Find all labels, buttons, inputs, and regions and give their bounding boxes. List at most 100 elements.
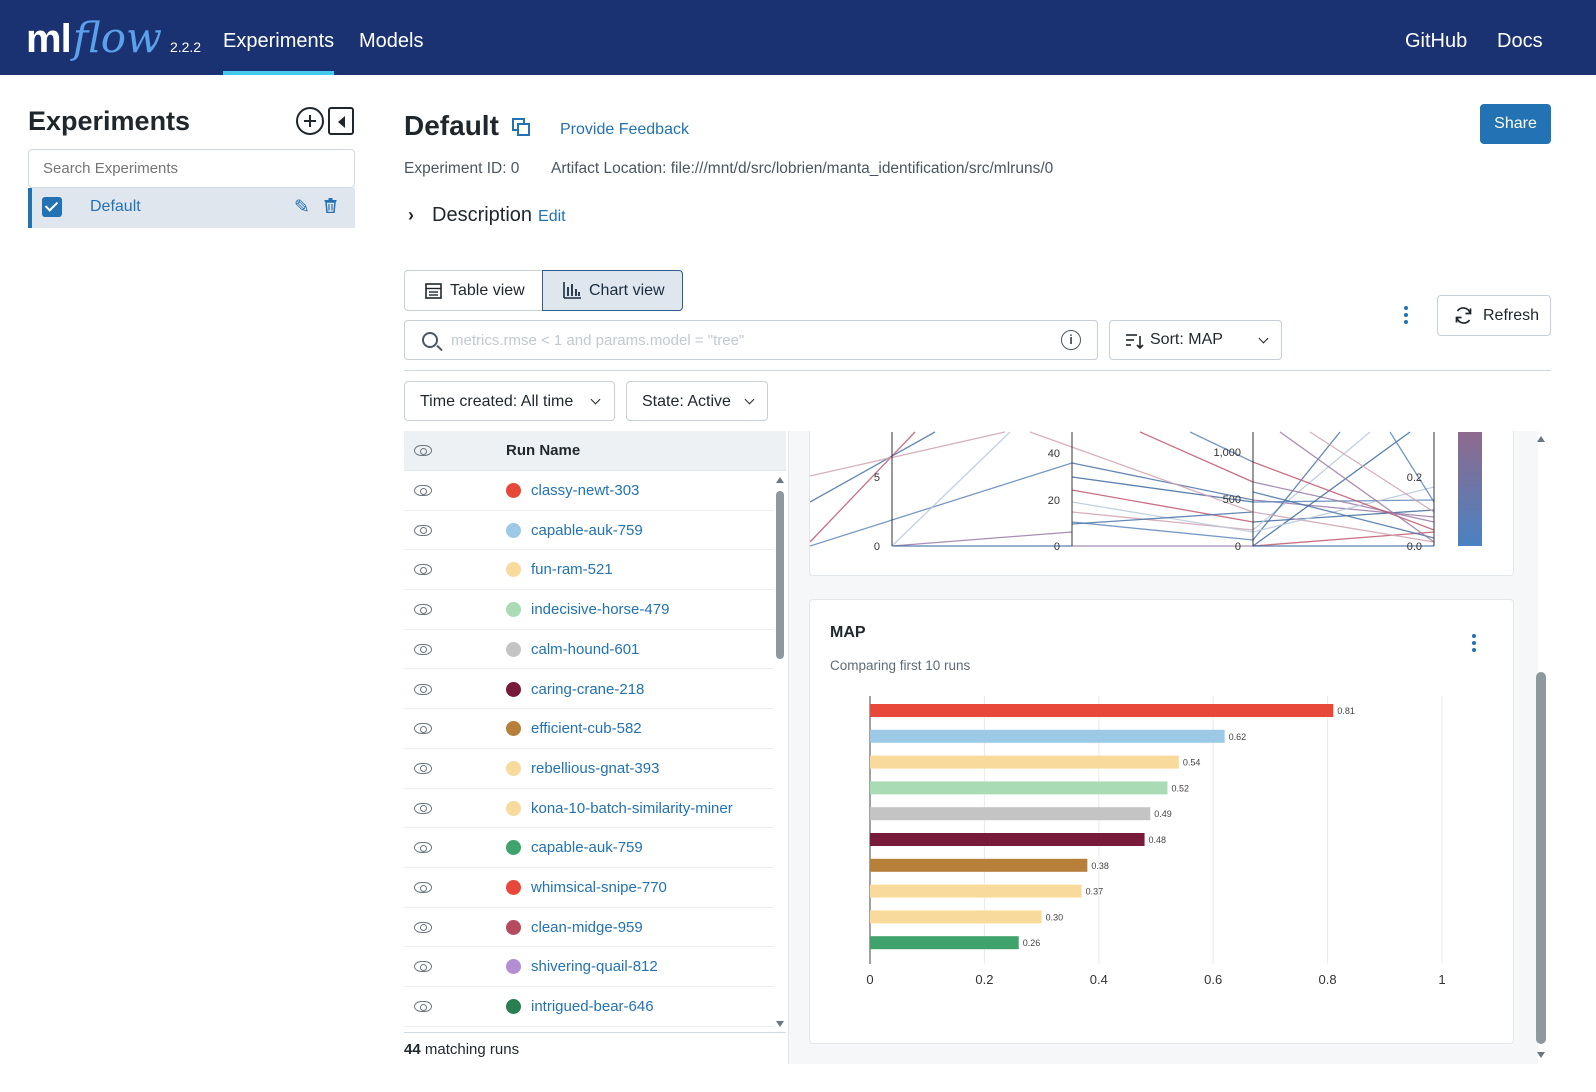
tab-chart-view[interactable]: Chart view	[542, 270, 683, 311]
bar[interactable]	[870, 729, 1225, 743]
run-search-placeholder[interactable]: metrics.rmse < 1 and params.model = "tre…	[451, 332, 745, 349]
run-row[interactable]: shivering-quail-812	[404, 947, 774, 988]
eye-icon[interactable]	[414, 524, 432, 536]
refresh-label: Refresh	[1483, 306, 1540, 324]
bar[interactable]	[870, 858, 1088, 872]
eye-icon[interactable]	[414, 485, 432, 496]
bar[interactable]	[870, 781, 1168, 795]
run-row[interactable]: capable-auk-759	[404, 828, 774, 868]
run-row[interactable]: fun-ram-521	[404, 550, 774, 591]
eye-icon[interactable]	[414, 882, 432, 893]
eye-icon[interactable]	[414, 604, 432, 616]
bar[interactable]	[870, 704, 1334, 717]
nav-models[interactable]: Models	[359, 30, 424, 52]
scroll-down-icon[interactable]	[1537, 1052, 1545, 1058]
eye-icon[interactable]	[414, 921, 432, 933]
bar[interactable]	[870, 755, 1179, 769]
eye-icon[interactable]	[414, 683, 432, 695]
chevron-right-icon[interactable]: ›	[408, 205, 414, 225]
chart-options-icon[interactable]	[1472, 634, 1477, 655]
eye-icon[interactable]	[414, 1001, 432, 1013]
run-search-box[interactable]: metrics.rmse < 1 and params.model = "tre…	[404, 320, 1098, 360]
run-color-dot	[506, 800, 521, 816]
eye-icon[interactable]	[414, 445, 432, 456]
nav-experiments[interactable]: Experiments	[223, 0, 335, 75]
run-name-link[interactable]: clean-midge-959	[531, 918, 643, 936]
parallel-coordinates-chart: 5 0 40 20 0 1,000 500 0 0.2 0.0	[809, 431, 1482, 553]
runs-scrollbar[interactable]	[775, 473, 785, 1033]
run-name-link[interactable]: capable-auk-759	[531, 839, 643, 857]
run-name-link[interactable]: whimsical-snipe-770	[531, 879, 667, 896]
sidebar-item-label[interactable]: Default	[90, 198, 141, 215]
scroll-up-icon[interactable]	[1537, 436, 1545, 442]
description-row[interactable]: › Description Edit	[408, 204, 566, 227]
experiment-checkbox[interactable]	[42, 197, 62, 217]
time-created-filter[interactable]: Time created: All time	[404, 381, 615, 421]
info-icon[interactable]: i	[1061, 330, 1081, 350]
provide-feedback-link[interactable]: Provide Feedback	[560, 121, 689, 138]
run-row[interactable]: kona-10-batch-similarity-miner	[404, 789, 774, 829]
nav-docs[interactable]: Docs	[1497, 30, 1543, 52]
eye-icon[interactable]	[414, 842, 432, 854]
color-scale-bar	[1458, 432, 1482, 546]
sort-dropdown[interactable]: Sort: MAP	[1109, 320, 1282, 360]
run-row[interactable]: whimsical-snipe-770	[404, 868, 774, 908]
run-name-link[interactable]: capable-auk-759	[531, 521, 643, 539]
run-name-link[interactable]: fun-ram-521	[531, 561, 613, 579]
axis-tick-label: 5	[874, 472, 880, 484]
share-button[interactable]: Share	[1480, 104, 1551, 144]
parallel-line	[1071, 511, 1254, 525]
bar[interactable]	[870, 910, 1042, 924]
edit-description-link[interactable]: Edit	[538, 208, 566, 225]
charts-scrollbar[interactable]	[1535, 432, 1547, 1062]
eye-icon[interactable]	[414, 762, 432, 774]
run-name-link[interactable]: caring-crane-218	[531, 680, 645, 698]
run-row[interactable]: calm-hound-601	[404, 630, 774, 670]
scroll-up-icon[interactable]	[776, 477, 784, 483]
run-row[interactable]: intrigued-bear-646	[404, 987, 774, 1027]
eye-icon[interactable]	[414, 564, 432, 576]
run-name-link[interactable]: shivering-quail-812	[531, 958, 658, 976]
experiment-search-input[interactable]	[28, 149, 355, 188]
scroll-down-icon[interactable]	[776, 1021, 784, 1027]
refresh-button[interactable]: Refresh	[1437, 295, 1551, 336]
run-row[interactable]: rebellious-gnat-393	[404, 749, 774, 789]
collapse-sidebar-icon[interactable]	[328, 107, 354, 135]
run-row[interactable]: indecisive-horse-479	[404, 590, 774, 630]
run-name-link[interactable]: efficient-cub-582	[531, 720, 642, 738]
run-name-link[interactable]: rebellious-gnat-393	[531, 759, 660, 777]
run-row[interactable]: caring-crane-218	[404, 670, 774, 710]
bar[interactable]	[870, 807, 1151, 821]
bar[interactable]	[870, 833, 1145, 846]
copy-icon[interactable]	[512, 118, 530, 136]
sidebar-item-default[interactable]: Default ✎	[28, 188, 355, 228]
state-filter[interactable]: State: Active	[626, 381, 768, 421]
run-name-link[interactable]: classy-newt-303	[531, 482, 640, 499]
bar[interactable]	[870, 936, 1019, 950]
parallel-line	[1252, 486, 1435, 533]
parallel-line	[809, 462, 1073, 547]
run-name-link[interactable]: indecisive-horse-479	[531, 601, 670, 619]
eye-icon[interactable]	[414, 802, 432, 814]
create-experiment-icon[interactable]	[296, 107, 324, 135]
bar[interactable]	[870, 884, 1082, 898]
more-options-icon[interactable]	[1404, 306, 1409, 327]
run-row[interactable]: capable-auk-759	[404, 511, 774, 551]
run-name-link[interactable]: calm-hound-601	[531, 640, 640, 658]
eye-icon[interactable]	[414, 723, 432, 735]
trash-icon[interactable]	[324, 198, 337, 213]
run-name-column-header[interactable]: Run Name	[506, 442, 581, 459]
run-row[interactable]: clean-midge-959	[404, 908, 774, 948]
run-name-link[interactable]: intrigued-bear-646	[531, 998, 654, 1016]
eye-icon[interactable]	[414, 961, 432, 973]
tab-table-view[interactable]: Table view	[404, 270, 543, 311]
scrollbar-thumb[interactable]	[776, 491, 784, 659]
pencil-icon[interactable]: ✎	[294, 197, 310, 218]
eye-icon[interactable]	[414, 643, 432, 655]
run-row[interactable]: efficient-cub-582	[404, 709, 774, 749]
mlflow-logo[interactable]: ml flow 2.2.2	[26, 8, 201, 68]
scrollbar-thumb[interactable]	[1536, 672, 1546, 1044]
nav-github[interactable]: GitHub	[1405, 30, 1468, 52]
run-name-link[interactable]: kona-10-batch-similarity-miner	[531, 799, 733, 817]
run-row[interactable]: classy-newt-303	[404, 471, 774, 511]
